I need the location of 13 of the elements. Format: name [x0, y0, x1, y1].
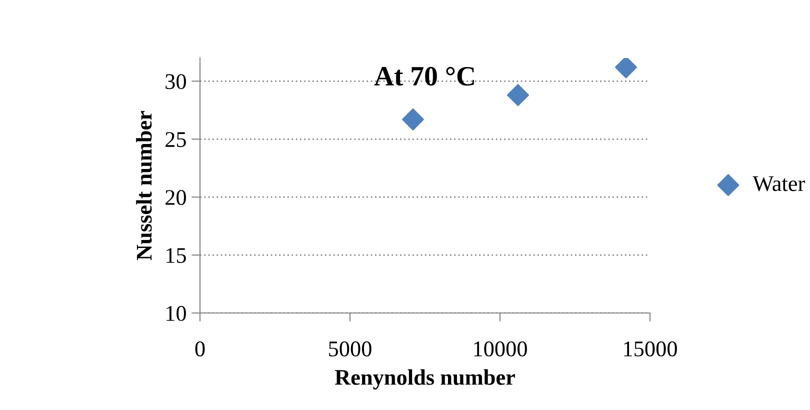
- chart-title: At 70 °C: [374, 66, 474, 86]
- x-tick-label: 15000: [624, 341, 677, 356]
- x-tick-label: 10000: [474, 341, 527, 356]
- y-tick-label: 20: [166, 190, 186, 206]
- y-tick-label: 15: [166, 248, 186, 263]
- legend-label: Water: [752, 176, 805, 192]
- y-tick-label: 25: [166, 132, 186, 148]
- y-axis-title: Nusselt number: [136, 110, 152, 260]
- y-tick-label: 30: [166, 74, 186, 90]
- x-axis-title: Renynolds number: [334, 369, 515, 390]
- x-tick-label: 5000: [329, 341, 372, 356]
- x-tick-label: 0: [195, 341, 205, 356]
- y-tick-label: 10: [166, 306, 186, 321]
